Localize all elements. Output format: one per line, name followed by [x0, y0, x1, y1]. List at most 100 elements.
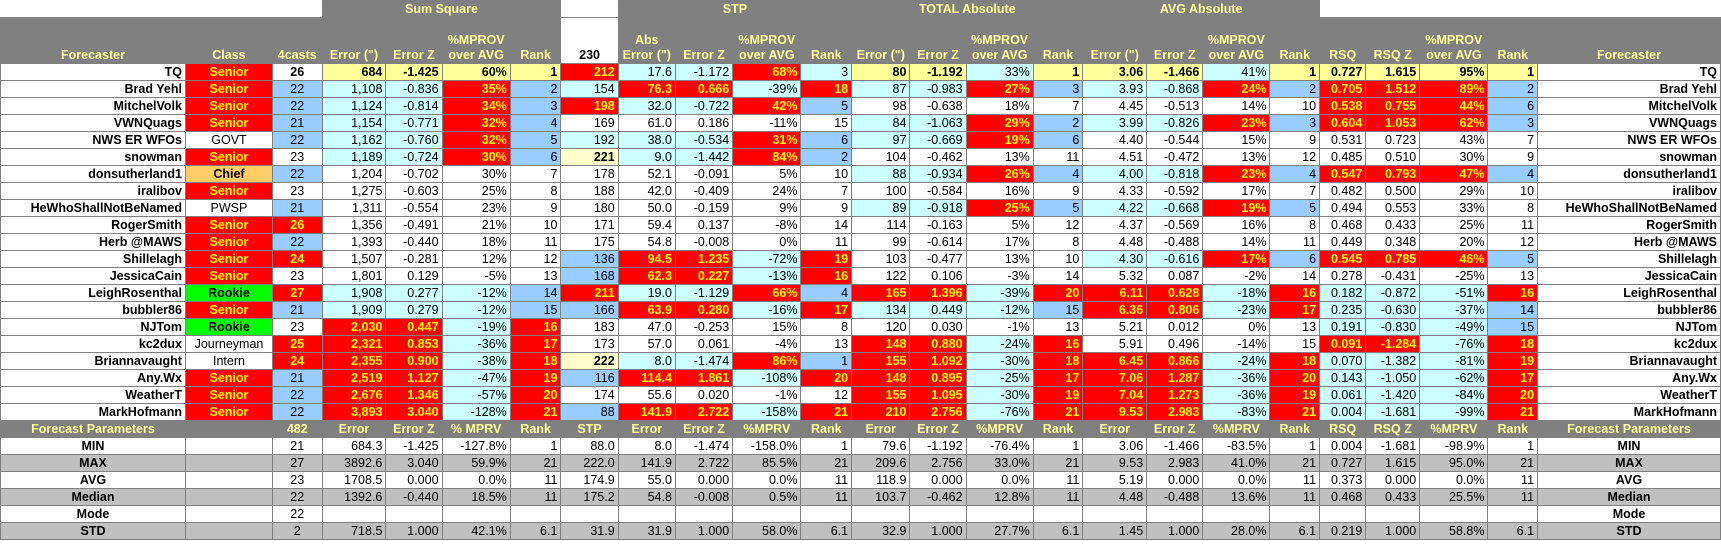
cell-ss-rank: 16	[509, 318, 562, 336]
cell-aa-error: 4.30	[1082, 250, 1148, 268]
cell-ss-error-z: -0.603	[385, 182, 443, 200]
cell-rsq-rank: 8	[1487, 199, 1539, 217]
cell-stp-abs-error: 17.6	[617, 63, 676, 81]
param-cell-aa-improv: 41.0%	[1202, 454, 1271, 472]
cell-stp-rank: 5	[800, 97, 853, 115]
param-cell-casts: 23	[271, 471, 323, 489]
cell-stp-abs-error: 114.4	[617, 369, 676, 387]
cell-ta-rank: 9	[1032, 182, 1084, 200]
cell-casts: 21	[271, 369, 323, 387]
cell-ss-rank: 15	[509, 301, 562, 319]
cell-ss-improv: 12%	[441, 250, 511, 268]
param-cell-rsq-z: -1.681	[1365, 437, 1421, 455]
cell-rsq-improv: -84%	[1419, 386, 1489, 404]
cell-rsq: 0.468	[1319, 216, 1367, 234]
cell-stp-abs-error: 42.0	[617, 182, 676, 200]
cell-ss-improv: 23%	[441, 199, 511, 217]
cell-stp-error-z: 2.722	[674, 403, 734, 421]
cell-stp-error-z: 0.061	[674, 335, 734, 353]
cell-ta-improv: 18%	[965, 97, 1034, 115]
param-header-ta-improv: %MPRV	[965, 420, 1034, 438]
cell-rsq-rank: 13	[1487, 267, 1539, 285]
cell-stp-error-z: -0.253	[674, 318, 734, 336]
cell-aa-error: 4.37	[1082, 216, 1148, 234]
table-row: iralibov Senior 23 1,275 -0.603 25% 8 188 42.0 -0…	[0, 182, 1721, 200]
cell-ss-rank: 8	[509, 182, 562, 200]
cell-ta-error-z: -0.462	[909, 148, 967, 166]
table-row: JessicaCain Senior 23 1,801 0.129 -5% 13 168 62.…	[0, 267, 1721, 285]
cell-forecaster-right: Any.Wx	[1537, 369, 1721, 387]
cell-ss-improv: 60%	[441, 63, 511, 81]
cell-class: Intern	[184, 352, 273, 370]
cell-rsq: 0.191	[1319, 318, 1367, 336]
cell-rsq: 0.538	[1319, 97, 1367, 115]
cell-ss-improv: 30%	[441, 148, 511, 166]
param-cell-forecaster-right: MAX	[1537, 454, 1721, 472]
cell-aa-error: 4.40	[1082, 131, 1148, 149]
cell-forecaster: LeighRosenthal	[0, 284, 186, 302]
cell-rsq: 0.545	[1319, 250, 1367, 268]
cell-ss-error-z: -0.814	[385, 97, 443, 115]
cell-ss-error-z: 0.277	[385, 284, 443, 302]
cell-casts: 22	[271, 233, 323, 251]
cell-class: Senior	[184, 182, 273, 200]
cell-ta-error: 99	[851, 233, 911, 251]
cell-ta-improv: 25%	[965, 199, 1034, 217]
cell-rsq-improv: 33%	[1419, 199, 1489, 217]
cell-ss-improv: -36%	[441, 335, 511, 353]
cell-ta-rank: 11	[1032, 148, 1084, 166]
cell-aa-error: 5.32	[1082, 267, 1148, 285]
cell-stp-error-z: 0.137	[674, 216, 734, 234]
cell-ta-improv: -30%	[965, 386, 1034, 404]
table-row: Shillelagh Senior 24 1,507 -0.281 12% 12 136 94.…	[0, 250, 1721, 268]
param-header-ss-error-z: Error Z	[385, 420, 443, 438]
cell-ss-error-z: -0.281	[385, 250, 443, 268]
param-cell-stp-abs-error: 141.9	[617, 454, 676, 472]
param-cell-forecaster-right: STD	[1537, 522, 1721, 540]
cell-stp: 211	[560, 284, 619, 302]
cell-ta-error-z: -0.477	[909, 250, 967, 268]
cell-class: Senior	[184, 97, 273, 115]
param-cell-ta-error-z: 0.000	[909, 471, 967, 489]
param-cell-forecaster: AVG	[0, 471, 186, 489]
cell-aa-improv: 17%	[1202, 250, 1271, 268]
cell-ss-rank: 5	[509, 131, 562, 149]
cell-rsq-rank: 4	[1487, 165, 1539, 183]
cell-ss-error: 2,519	[321, 369, 387, 387]
param-cell-aa-improv: 28.0%	[1202, 522, 1271, 540]
param-cell-class	[184, 454, 273, 472]
param-cell-forecaster-right: AVG	[1537, 471, 1721, 489]
cell-ss-error: 3,893	[321, 403, 387, 421]
cell-stp: 88	[560, 403, 619, 421]
cell-stp-abs-error: 54.8	[617, 233, 676, 251]
cell-ss-rank: 6	[509, 148, 562, 166]
param-cell-aa-improv: 0.0%	[1202, 471, 1271, 489]
param-cell-stp-abs-error: 54.8	[617, 488, 676, 506]
param-header-aa-rank: Rank	[1269, 420, 1321, 438]
cell-forecaster-right: NWS ER WFOs	[1537, 131, 1721, 149]
header-4casts: 4casts	[271, 17, 323, 64]
cell-stp-improv: 68%	[732, 63, 802, 81]
cell-ta-rank: 2	[1032, 114, 1084, 132]
cell-rsq-improv: 43%	[1419, 131, 1489, 149]
cell-aa-improv: 19%	[1202, 199, 1271, 217]
cell-rsq: 0.143	[1319, 369, 1367, 387]
cell-rsq-z: 1.615	[1365, 63, 1421, 81]
cell-stp-abs-error: 63.9	[617, 301, 676, 319]
cell-aa-error-z: -0.826	[1146, 114, 1204, 132]
cell-ta-rank: 1	[1032, 63, 1084, 81]
cell-aa-error-z: -0.592	[1146, 182, 1204, 200]
header-stp-abs-error: Abs Error (")	[617, 17, 676, 64]
cell-stp-error-z: 0.186	[674, 114, 734, 132]
cell-ss-rank: 7	[509, 165, 562, 183]
cell-stp: 192	[560, 131, 619, 149]
cell-ss-rank: 13	[509, 267, 562, 285]
cell-ss-rank: 12	[509, 250, 562, 268]
cell-rsq-z: -1.420	[1365, 386, 1421, 404]
param-cell-casts: 22	[271, 488, 323, 506]
cell-stp-abs-error: 9.0	[617, 148, 676, 166]
cell-aa-error: 6.36	[1082, 301, 1148, 319]
param-cell-rsq-rank	[1487, 505, 1539, 523]
cell-casts: 21	[271, 114, 323, 132]
param-cell-ta-error-z	[909, 505, 967, 523]
